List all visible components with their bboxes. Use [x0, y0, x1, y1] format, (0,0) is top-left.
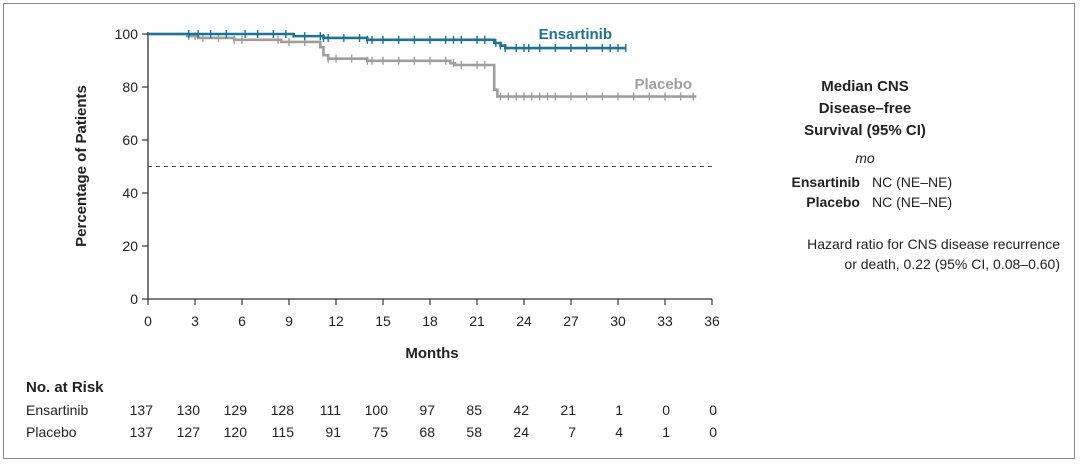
risk-cell: 0 — [662, 402, 670, 418]
x-tick-label: 0 — [144, 313, 152, 329]
x-tick-label: 6 — [238, 313, 246, 329]
summary-unit: mo — [855, 150, 875, 166]
risk-cell: 85 — [466, 402, 482, 418]
risk-cell: 97 — [419, 402, 435, 418]
survival-curve — [148, 32, 626, 50]
risk-cell: 42 — [513, 402, 529, 418]
x-tick-label: 9 — [285, 313, 293, 329]
risk-cell: 137 — [130, 424, 154, 440]
y-tick-label: 40 — [122, 185, 138, 201]
risk-cell: 58 — [466, 424, 482, 440]
series-labels: Ensartinib Placebo — [539, 26, 692, 93]
risk-cell: 128 — [271, 402, 295, 418]
risk-cell: 68 — [419, 424, 435, 440]
summary-panel: Median CNS Disease–free Survival (95% CI… — [740, 76, 990, 212]
hazard-ratio-note: Hazard ratio for CNS disease recurrence … — [720, 234, 1060, 274]
risk-row-name: Ensartinib — [26, 402, 88, 418]
risk-cell: 4 — [615, 424, 623, 440]
x-tick-label: 24 — [516, 313, 532, 329]
y-tick-label: 20 — [122, 238, 138, 254]
risk-table: No. at Risk Ensartinib 137 130 129 128 111 100… — [26, 379, 717, 440]
series-label: Ensartinib — [539, 26, 612, 43]
summary-heading-line: Survival (95% CI) — [804, 122, 926, 139]
risk-cell: 0 — [709, 402, 717, 418]
risk-cell: 120 — [224, 424, 248, 440]
x-tick-label: 27 — [563, 313, 579, 329]
risk-cell: 24 — [513, 424, 529, 440]
summary-heading-line: Disease–free — [818, 100, 912, 117]
risk-cell: 21 — [560, 402, 576, 418]
summary-row: Placebo NC (NE–NE) — [740, 192, 990, 212]
risk-cell: 1 — [662, 424, 670, 440]
risk-cell: 1 — [615, 402, 623, 418]
risk-cell: 91 — [325, 424, 341, 440]
risk-cell: 137 — [130, 402, 154, 418]
summary-row: Ensartinib NC (NE–NE) — [740, 172, 990, 192]
x-tick-label: 33 — [657, 313, 673, 329]
y-tick-label: 0 — [130, 291, 138, 307]
y-tick-label: 80 — [122, 79, 138, 95]
risk-cell: 130 — [177, 402, 201, 418]
series-label: Placebo — [634, 76, 692, 93]
risk-cell: 0 — [709, 424, 717, 440]
summary-row-value: NC (NE–NE) — [872, 194, 953, 210]
x-tick-label: 36 — [704, 313, 720, 329]
summary-heading-line: Median CNS — [821, 78, 909, 95]
x-tick-label: 3 — [191, 313, 199, 329]
summary-row-label: Placebo — [806, 194, 860, 210]
risk-table-title: No. at Risk — [26, 379, 104, 396]
series-placebo — [148, 32, 697, 101]
x-tick-label: 30 — [610, 313, 626, 329]
survival-curve — [148, 32, 697, 98]
x-axis-title: Months — [405, 345, 458, 362]
x-tick-label: 12 — [328, 313, 344, 329]
curves-group — [148, 30, 697, 101]
summary-row-value: NC (NE–NE) — [872, 174, 953, 190]
series-ensartinib — [148, 30, 627, 53]
x-tick-label: 18 — [422, 313, 438, 329]
risk-row-name: Placebo — [26, 424, 77, 440]
risk-cell: 129 — [224, 402, 248, 418]
risk-cell: 7 — [568, 424, 576, 440]
hazard-line: Hazard ratio for CNS disease recurrence — [807, 236, 1060, 252]
y-axis-title: Percentage of Patients — [73, 85, 90, 247]
x-tick-label: 21 — [469, 313, 485, 329]
risk-cell: 111 — [320, 402, 341, 418]
y-tick-label: 100 — [115, 26, 139, 42]
hazard-line: or death, 0.22 (95% CI, 0.08–0.60) — [844, 256, 1060, 272]
y-tick-label: 60 — [122, 132, 138, 148]
x-tick-label: 15 — [375, 313, 391, 329]
figure-frame — [3, 3, 1075, 459]
risk-cell: 75 — [372, 424, 388, 440]
summary-row-label: Ensartinib — [791, 174, 860, 190]
risk-cell: 115 — [272, 424, 295, 440]
risk-cell: 100 — [365, 402, 389, 418]
risk-cell: 127 — [177, 424, 201, 440]
